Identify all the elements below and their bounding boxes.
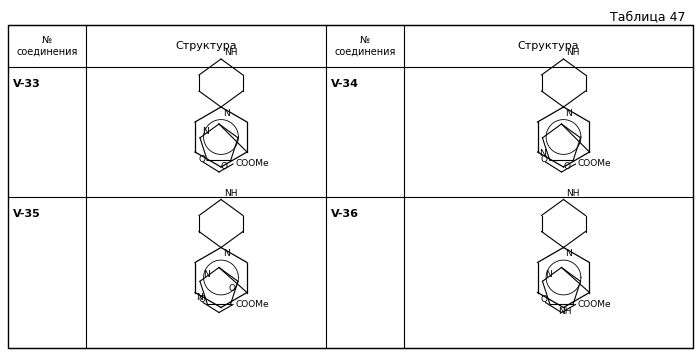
Text: O: O <box>198 296 205 305</box>
Text: N: N <box>545 270 552 279</box>
Text: N: N <box>223 109 230 118</box>
Text: №
соединения: № соединения <box>335 35 395 57</box>
Text: COOMe: COOMe <box>235 300 269 309</box>
Text: NH: NH <box>566 48 580 57</box>
Text: V-33: V-33 <box>13 79 41 89</box>
Text: V-36: V-36 <box>331 209 359 219</box>
Text: NH: NH <box>224 48 237 57</box>
Text: N: N <box>197 293 203 302</box>
Text: Структура: Структура <box>175 41 237 51</box>
Text: N: N <box>539 149 546 158</box>
Text: N: N <box>203 270 210 279</box>
Text: COOMe: COOMe <box>578 300 611 309</box>
Text: N: N <box>202 127 209 136</box>
Text: №
соединения: № соединения <box>16 35 78 57</box>
Text: NH: NH <box>224 189 237 198</box>
Text: O: O <box>228 284 235 293</box>
Text: NH: NH <box>566 189 580 198</box>
Text: O: O <box>564 162 570 171</box>
Text: NH: NH <box>558 307 571 316</box>
Bar <box>8 25 693 348</box>
Text: V-35: V-35 <box>13 209 41 219</box>
Text: O: O <box>540 296 547 305</box>
Text: N: N <box>566 249 573 258</box>
Text: COOMe: COOMe <box>235 159 269 168</box>
Text: COOMe: COOMe <box>578 159 611 168</box>
Text: O: O <box>540 155 547 164</box>
Text: N: N <box>566 109 573 118</box>
Text: O: O <box>220 162 228 171</box>
Text: V-34: V-34 <box>331 79 359 89</box>
Text: Структура: Структура <box>518 41 580 51</box>
Text: N: N <box>223 249 230 258</box>
Text: O: O <box>198 155 205 164</box>
Text: Таблица 47: Таблица 47 <box>610 10 685 23</box>
